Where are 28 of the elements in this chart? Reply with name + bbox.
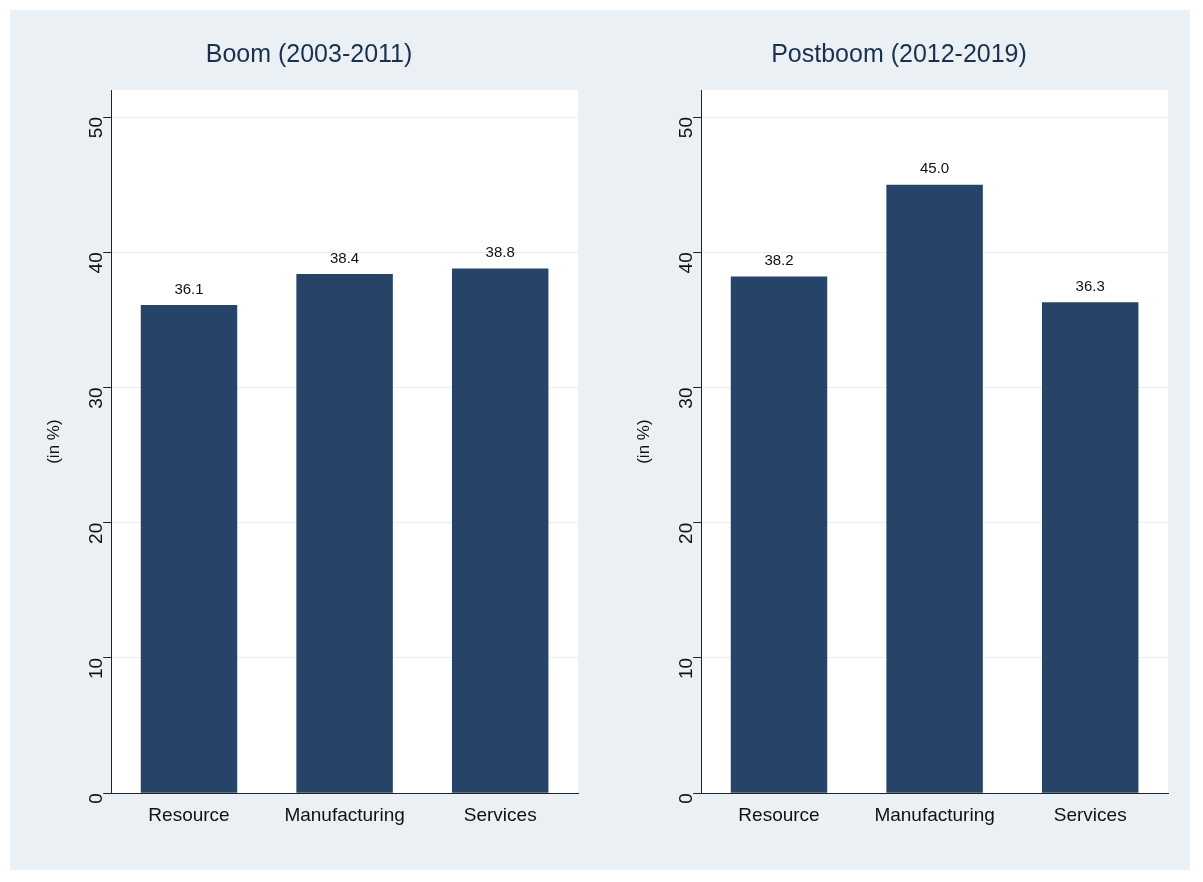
x-tick-label: Resource	[738, 803, 820, 825]
x-tick-label: Services	[463, 803, 537, 825]
y-tick-label: 40	[85, 252, 107, 274]
y-tick-label: 50	[675, 117, 697, 139]
y-tick-label: 30	[85, 387, 107, 409]
x-tick-label: Resource	[148, 803, 230, 825]
data-label: 38.8	[485, 243, 515, 261]
x-tick-label: Services	[1053, 803, 1127, 825]
y-tick-label: 20	[675, 522, 697, 544]
chart-title: Boom (2003-2011)	[205, 38, 413, 67]
data-label: 45.0	[920, 159, 950, 177]
data-label: 38.2	[764, 251, 794, 269]
x-tick-label: Manufacturing	[874, 803, 995, 825]
data-label: 36.1	[174, 279, 204, 297]
y-tick-label: 30	[675, 387, 697, 409]
y-tick-label: 40	[675, 252, 697, 274]
y-tick-label: 20	[85, 522, 107, 544]
y-tick-label: 10	[85, 657, 107, 680]
y-tick-label: 0	[85, 793, 107, 804]
y-tick-label: 50	[85, 117, 107, 139]
data-label: 38.4	[330, 248, 360, 266]
y-axis-title: (in %)	[633, 419, 653, 464]
y-axis-title: (in %)	[43, 419, 63, 464]
y-tick-label: 10	[675, 657, 697, 680]
x-tick-label: Manufacturing	[284, 803, 405, 825]
data-label: 36.3	[1075, 276, 1105, 294]
chart-title: Postboom (2012-2019)	[771, 38, 1027, 67]
y-tick-label: 0	[675, 793, 697, 804]
